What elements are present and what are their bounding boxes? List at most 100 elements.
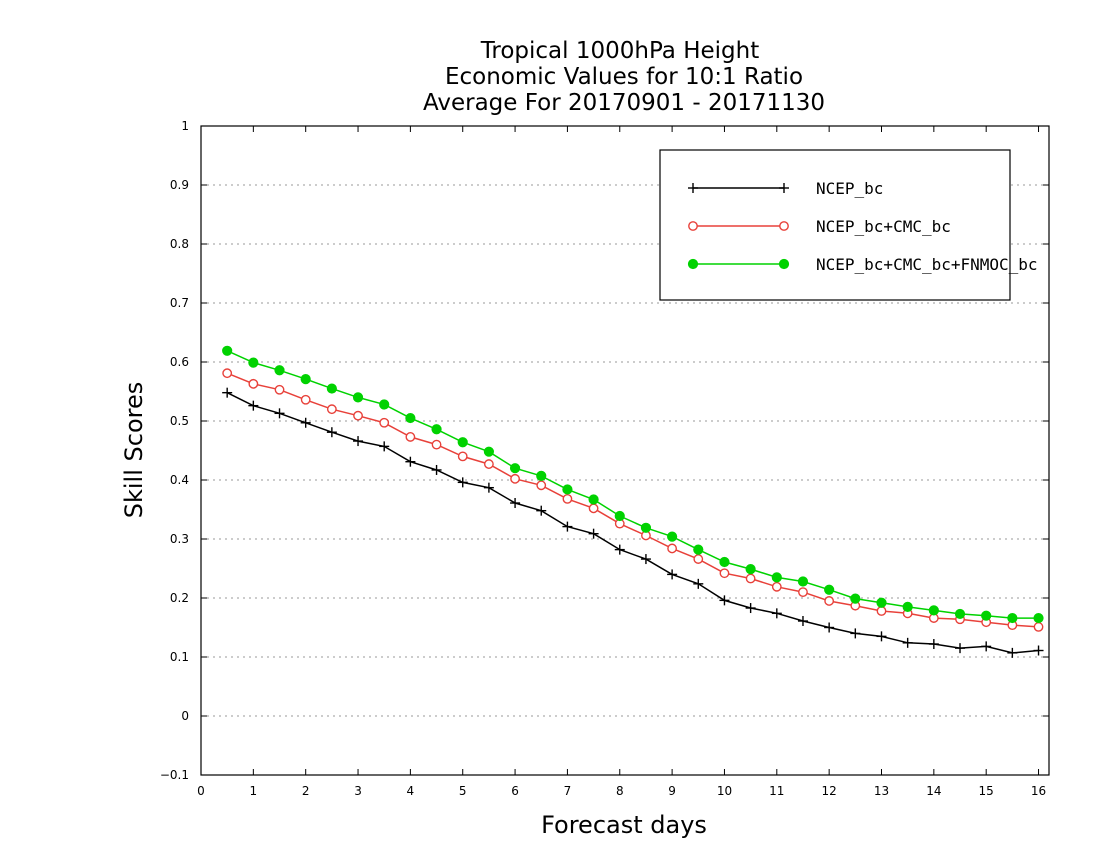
data-point <box>902 637 913 648</box>
x-tick-label: 5 <box>459 784 467 798</box>
data-point <box>614 544 625 555</box>
data-point <box>352 392 364 403</box>
data-point <box>614 510 625 522</box>
data-point <box>483 482 494 493</box>
data-point <box>562 493 573 504</box>
data-point <box>326 427 337 438</box>
data-point <box>300 394 311 405</box>
data-point <box>1033 612 1044 624</box>
data-point <box>981 610 992 621</box>
x-tick-label: 9 <box>668 784 676 798</box>
data-point <box>405 432 416 442</box>
data-point <box>719 595 730 606</box>
axis-ticks: −0.100.10.20.30.40.50.60.70.80.910 1 2 3 4 5 6… <box>160 119 1049 798</box>
series-2 <box>222 368 1044 632</box>
data-point <box>248 357 259 368</box>
data-point <box>222 368 233 379</box>
data-point <box>850 628 861 639</box>
data-point <box>771 608 782 619</box>
series-line <box>226 372 1039 628</box>
y-tick-label: 0.9 <box>170 178 189 192</box>
legend-label: NCEP_bc+CMC_bc <box>816 217 951 236</box>
y-tick-label: 0.8 <box>170 237 189 251</box>
series-1 <box>222 387 1044 658</box>
data-point <box>1033 645 1044 656</box>
x-tick-label: 11 <box>769 784 784 798</box>
y-tick-label: 0 <box>181 709 189 723</box>
data-point <box>457 451 468 462</box>
x-tick-label: 2 <box>302 784 310 798</box>
x-tick-label: 8 <box>616 784 624 798</box>
data-point <box>405 456 416 467</box>
data-point <box>379 399 390 410</box>
data-point <box>1033 622 1044 632</box>
data-point <box>248 400 259 411</box>
legend-marker <box>688 221 698 231</box>
legend-marker <box>778 258 790 270</box>
data-point <box>902 601 913 612</box>
x-tick-label: 1 <box>250 784 258 798</box>
data-point <box>588 528 599 539</box>
data-point <box>667 569 678 580</box>
x-tick-label: 14 <box>926 784 941 798</box>
data-point <box>693 544 704 555</box>
data-point <box>379 441 390 452</box>
x-axis-label: Forecast days <box>541 811 707 839</box>
data-point <box>771 572 782 583</box>
data-point <box>457 437 468 448</box>
y-tick-label: 0.1 <box>170 650 189 664</box>
data-point <box>1007 612 1018 624</box>
x-tick-label: 10 <box>717 784 732 798</box>
x-tick-label: 16 <box>1031 784 1046 798</box>
data-point <box>693 554 704 564</box>
legend-marker <box>779 221 789 231</box>
legend-label: NCEP_bc <box>816 179 883 198</box>
data-point <box>431 439 442 450</box>
data-point <box>300 417 311 428</box>
legend-label: NCEP_bc+CMC_bc+FNMOC_bc <box>816 255 1038 274</box>
legend-entry: NCEP_bc+CMC_bc+FNMOC_bc <box>687 255 1038 274</box>
y-tick-label: 0.4 <box>170 473 189 487</box>
data-point <box>693 578 704 589</box>
y-tick-label: 0.7 <box>170 296 189 310</box>
data-point <box>274 384 285 395</box>
legend-marker <box>688 183 698 193</box>
legend-entry: NCEP_bc <box>688 179 883 198</box>
data-point <box>484 459 494 469</box>
data-point <box>876 606 887 616</box>
data-point <box>876 631 887 642</box>
title-line-2: Economic Values for 10:1 Ratio <box>445 64 803 90</box>
x-tick-label: 15 <box>979 784 994 798</box>
data-point <box>588 503 599 514</box>
data-point <box>562 521 573 532</box>
data-point <box>536 505 547 516</box>
title-line-1: Tropical 1000hPa Height <box>480 38 760 64</box>
data-point <box>719 556 730 568</box>
data-point <box>248 378 259 389</box>
data-point <box>955 643 966 654</box>
chart-title: Tropical 1000hPa Height Economic Values … <box>423 38 825 116</box>
data-point <box>640 554 651 565</box>
data-point <box>824 584 835 595</box>
series-3 <box>222 345 1044 624</box>
data-point <box>798 587 808 597</box>
data-point <box>824 596 835 606</box>
data-point <box>797 616 808 627</box>
series-line <box>226 350 1039 619</box>
series-line <box>226 392 1039 654</box>
data-point <box>588 494 599 505</box>
data-point <box>640 522 652 533</box>
y-tick-label: 1 <box>181 119 189 133</box>
data-point <box>509 463 521 474</box>
data-point <box>222 387 233 398</box>
data-point <box>274 408 285 419</box>
legend: NCEP_bc NCEP_bc+CMC_bc NCEP_bc+CMC_bc+FNMO… <box>659 149 1038 301</box>
data-point <box>981 641 992 652</box>
data-point <box>510 498 521 509</box>
x-tick-label: 0 <box>197 784 205 798</box>
data-point <box>667 543 678 554</box>
data-point <box>431 464 442 475</box>
title-line-3: Average For 20170901 - 20171130 <box>423 90 825 116</box>
x-tick-label: 4 <box>407 784 415 798</box>
data-point <box>353 410 363 421</box>
